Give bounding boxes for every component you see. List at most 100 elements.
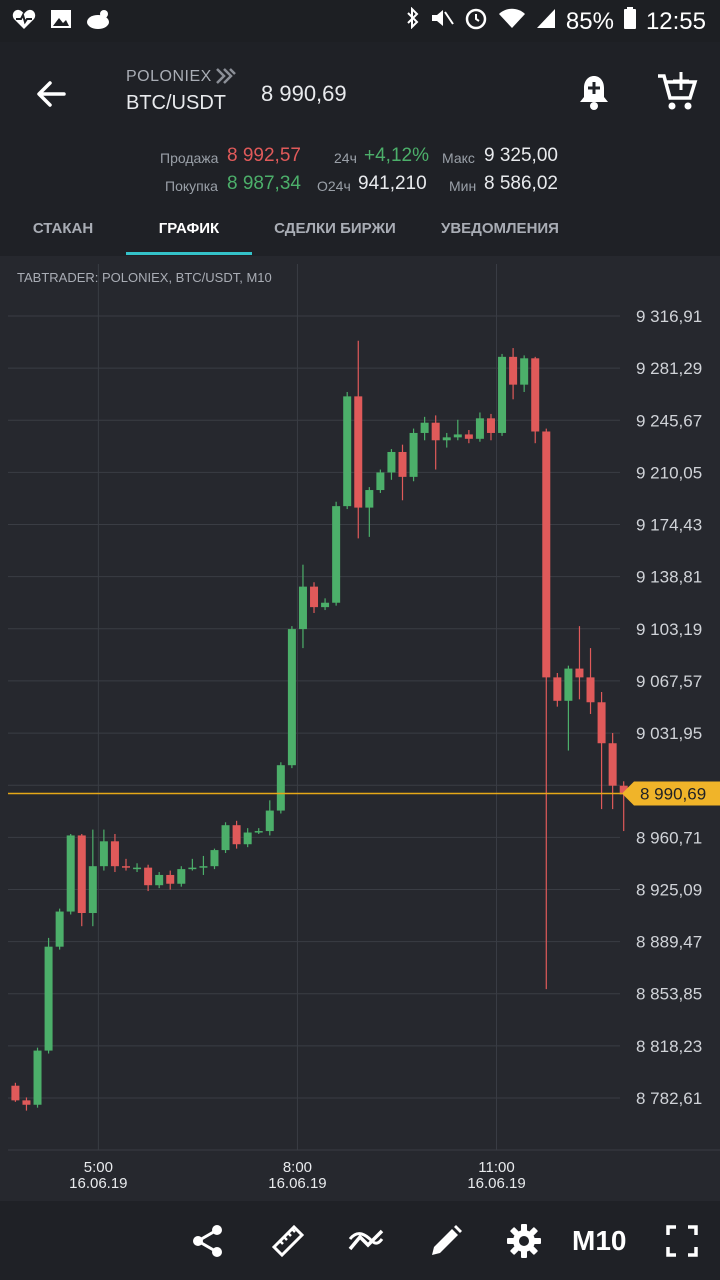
indicators-button[interactable]	[348, 1223, 384, 1259]
y-tick-label: 8 818,23	[636, 1037, 702, 1056]
x-tick-date: 16.06.19	[268, 1175, 326, 1192]
candle-body	[442, 437, 451, 441]
candle-body	[542, 431, 551, 678]
timeframe-button[interactable]: M10	[572, 1225, 627, 1256]
candle-body	[122, 866, 130, 868]
add-alert-button[interactable]	[574, 72, 614, 112]
candle-body	[586, 677, 595, 703]
candle-body	[243, 832, 252, 845]
clock: 12:55	[645, 7, 706, 35]
mute-icon	[430, 7, 454, 36]
candle-body	[354, 396, 363, 508]
back-button[interactable]	[32, 74, 72, 114]
candle-body	[431, 422, 440, 441]
candle-body	[509, 356, 518, 385]
cart-plus-icon	[658, 72, 698, 110]
y-tick-label: 8 782,61	[636, 1089, 702, 1108]
candle-body	[564, 668, 573, 701]
candle-body	[475, 418, 484, 439]
tab-trades[interactable]: СДЕЛКИ БИРЖИ	[274, 220, 396, 237]
candle-body	[420, 422, 429, 433]
candle-body	[619, 785, 628, 795]
candle-body	[398, 451, 407, 477]
candlestick-chart[interactable]: 9 316,91 9 281,29 9 245,67 9 210,05 9 174,43…	[0, 256, 720, 1201]
bluetooth-icon	[406, 6, 420, 36]
add-order-button[interactable]	[656, 70, 698, 112]
candle-body	[11, 1085, 20, 1101]
candle-body	[464, 434, 473, 439]
sell-value: 8 992,57	[227, 145, 301, 166]
x-tick-date: 16.06.19	[69, 1175, 127, 1192]
candle-body	[453, 434, 462, 438]
y-tick-label: 9 031,95	[636, 724, 702, 743]
candle-body	[343, 396, 352, 507]
candle-body	[321, 602, 330, 608]
active-tab-indicator	[126, 252, 252, 255]
candle-body	[265, 810, 274, 832]
candle-body	[387, 451, 396, 473]
candle-body	[133, 867, 142, 870]
x-tick-date: 16.06.19	[467, 1175, 525, 1192]
y-tick-label: 9 067,57	[636, 672, 702, 691]
candle-body	[276, 765, 285, 811]
settings-icon	[507, 1224, 541, 1258]
ruler-icon	[271, 1224, 305, 1258]
tab-chart[interactable]: ГРАФИК	[158, 220, 220, 237]
draw-button[interactable]	[428, 1223, 464, 1259]
candle-body	[486, 418, 495, 433]
candle-body	[221, 825, 230, 851]
min-value: 8 586,02	[484, 173, 558, 194]
candle-body	[332, 506, 341, 603]
candle-body	[287, 629, 296, 766]
current-price-label: 8 990,69	[640, 784, 706, 803]
candle-body	[498, 356, 507, 433]
exchange-name: POLONIEX	[126, 68, 212, 85]
signal-icon	[536, 7, 556, 36]
candle-body	[310, 586, 319, 608]
candle-body	[298, 586, 307, 630]
fullscreen-icon	[666, 1225, 698, 1257]
status-bar: 85% 12:55	[0, 0, 720, 42]
buy-value: 8 987,34	[227, 173, 301, 194]
candle-body	[155, 874, 164, 886]
chart-toolbar: M10	[0, 1201, 720, 1280]
candle-body	[199, 866, 208, 868]
arrow-left-icon	[37, 81, 66, 107]
candle-body	[254, 831, 263, 833]
chart-title: TABTRADER: POLONIEX, BTC/USDT, M10	[17, 270, 272, 285]
min-label: Мин	[449, 178, 477, 194]
wifi-icon	[498, 7, 526, 36]
max-value: 9 325,00	[484, 145, 558, 166]
candle-body	[520, 358, 529, 385]
current-price-tag	[622, 781, 720, 806]
pair-name[interactable]: BTC/USDT	[126, 92, 226, 114]
ruler-button[interactable]	[270, 1223, 306, 1259]
change-label: 24ч	[334, 150, 357, 166]
candle-body	[44, 946, 53, 1051]
chart-area[interactable]: TABTRADER: POLONIEX, BTC/USDT, M10 9 316…	[0, 256, 720, 1201]
candle-body	[376, 472, 385, 491]
fullscreen-button[interactable]	[664, 1223, 700, 1259]
buy-label: Покупка	[165, 178, 218, 194]
settings-button[interactable]	[506, 1223, 542, 1259]
sell-label: Продажа	[160, 150, 219, 166]
tab-order-book[interactable]: СТАКАН	[32, 220, 94, 237]
battery-icon	[623, 7, 636, 36]
battery-percent: 85%	[565, 7, 614, 35]
share-button[interactable]	[190, 1223, 226, 1259]
candle-body	[210, 850, 219, 867]
x-tick-time: 8:00	[283, 1159, 312, 1176]
candle-body	[66, 835, 75, 912]
change-value: +4,12%	[364, 145, 429, 166]
candle-body	[22, 1100, 31, 1105]
max-label: Макс	[442, 150, 475, 166]
bell-plus-icon	[580, 76, 608, 110]
candle-body	[144, 867, 153, 886]
candle-body	[409, 432, 418, 477]
y-tick-label: 8 853,85	[636, 985, 702, 1004]
image-icon	[50, 9, 72, 34]
y-tick-label: 9 210,05	[636, 463, 702, 482]
candle-body	[99, 841, 108, 867]
heart-pulse-icon	[12, 8, 36, 35]
tab-alerts[interactable]: УВЕДОМЛЕНИЯ	[441, 220, 559, 237]
